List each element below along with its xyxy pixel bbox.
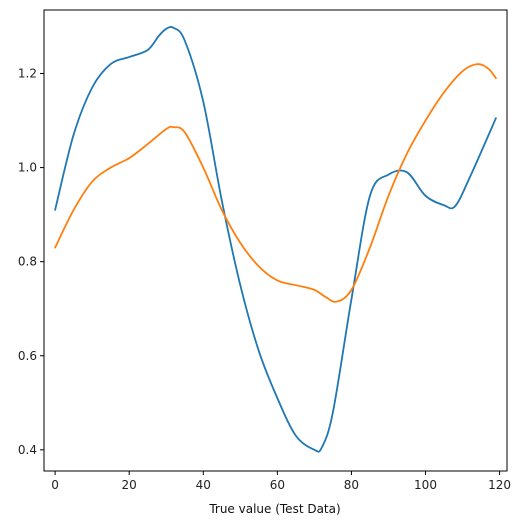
x-tick-label: 60: [270, 478, 285, 492]
y-tick-label: 0.4: [18, 443, 37, 457]
y-axis: 0.4 0.6 0.8 1.0 1.2: [18, 67, 44, 457]
y-tick-label: 0.8: [18, 255, 37, 269]
y-tick-label: 1.0: [18, 161, 37, 175]
x-tick-label: 80: [344, 478, 359, 492]
y-tick-label: 1.2: [18, 67, 37, 81]
plot-frame: [43, 9, 508, 472]
x-tick-label: 100: [414, 478, 437, 492]
x-axis: 0 20 40 60 80 100 120: [51, 471, 511, 492]
series-line-1: [54, 26, 497, 453]
x-tick-label: 20: [122, 478, 137, 492]
series-group: [54, 26, 497, 453]
x-tick-label: 40: [196, 478, 211, 492]
x-tick-label: 120: [488, 478, 511, 492]
x-tick-label: 0: [51, 478, 59, 492]
series-line-2: [54, 63, 497, 303]
y-tick-label: 0.6: [18, 349, 37, 363]
x-axis-label: True value (Test Data): [208, 502, 340, 516]
